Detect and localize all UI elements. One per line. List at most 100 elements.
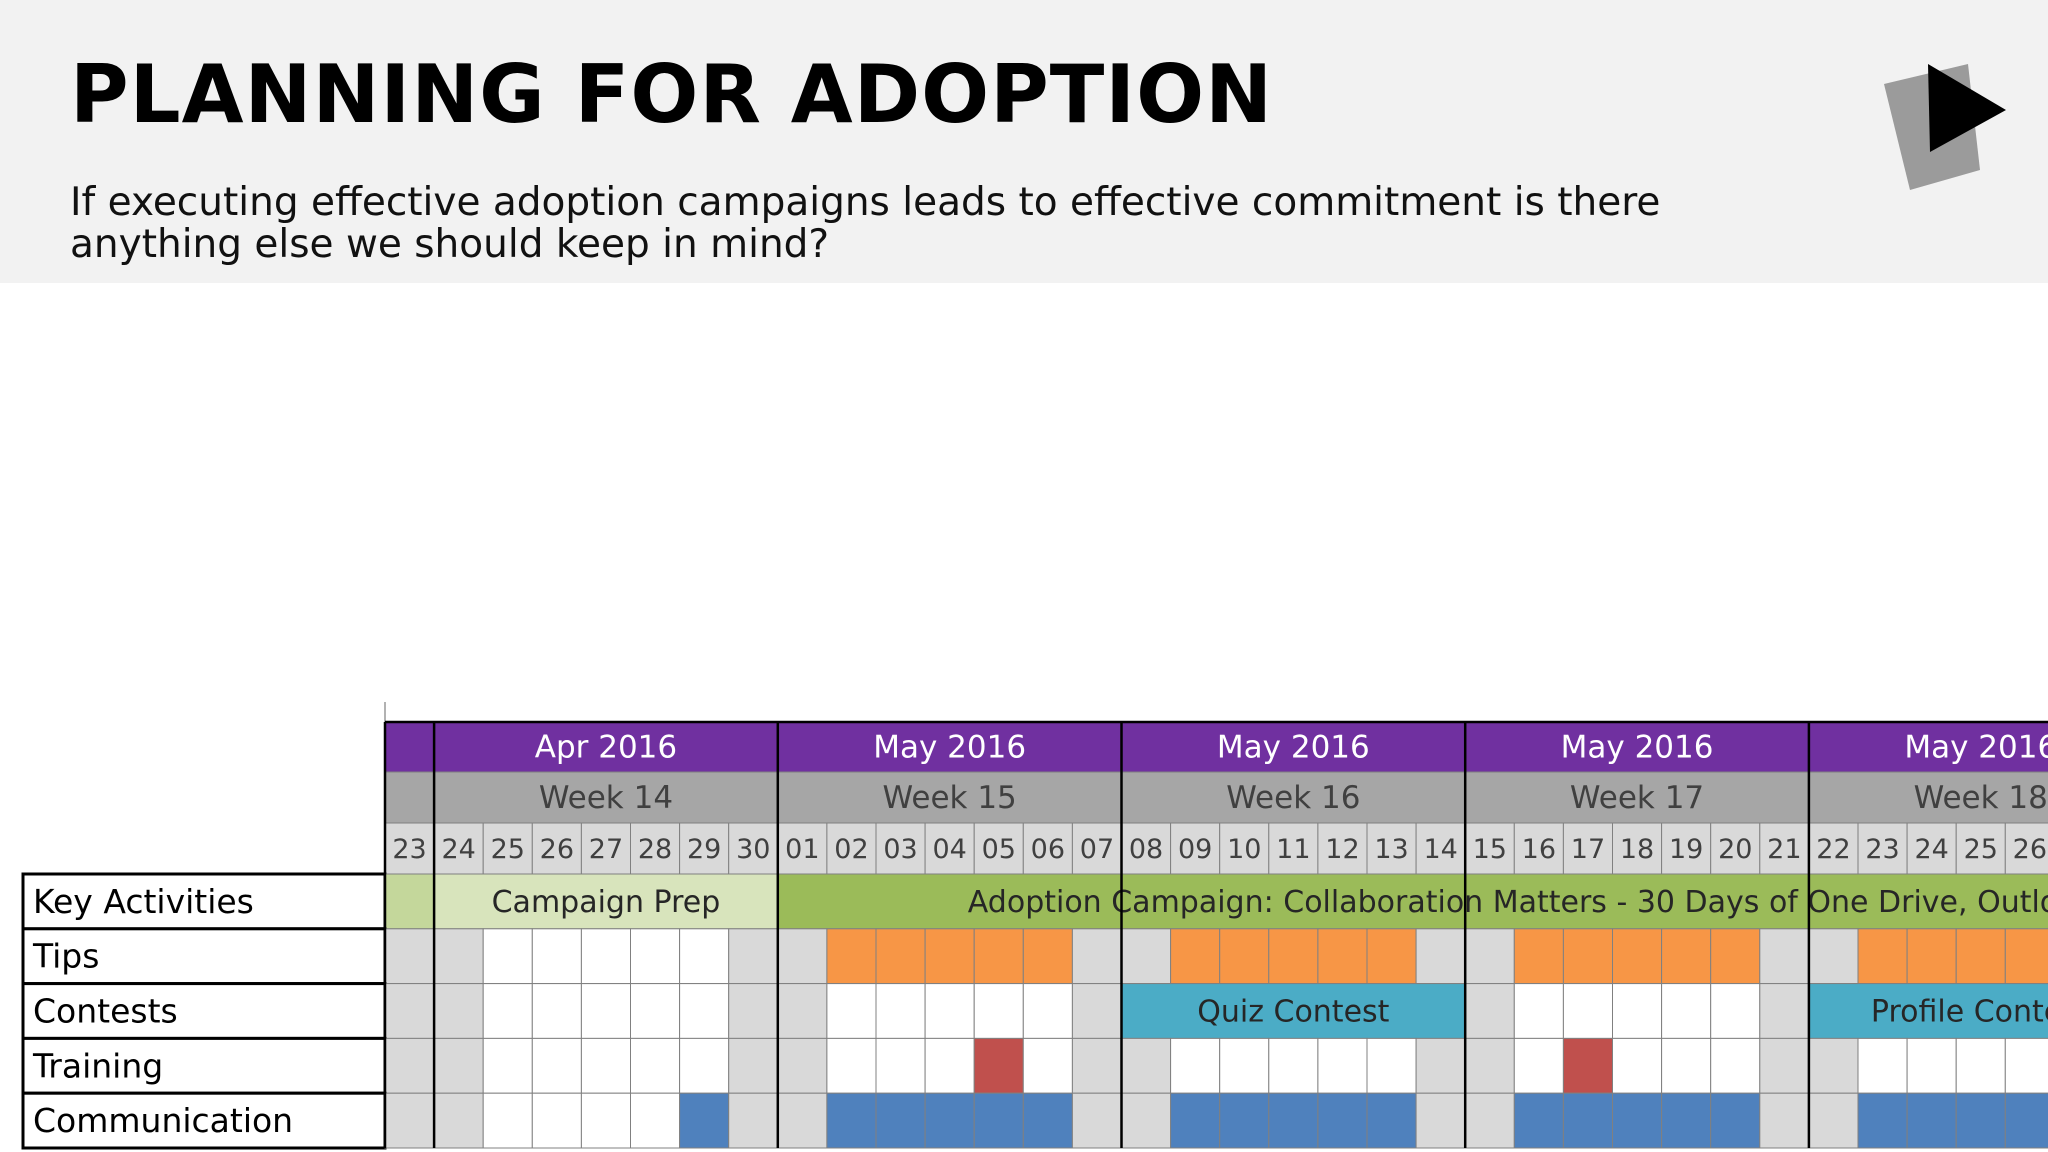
day-label: 29 [687, 834, 721, 865]
day-label: 04 [932, 834, 966, 865]
schedule-cell [728, 1037, 779, 1094]
day-label: 11 [1276, 834, 1310, 865]
schedule-cell [826, 928, 877, 985]
schedule-cell [1857, 1037, 1908, 1094]
schedule-cell [482, 1092, 533, 1149]
activity-label: Profile Contest [1871, 995, 2048, 1030]
schedule-cell [531, 1092, 582, 1149]
schedule-cell [1562, 1037, 1614, 1094]
day-cell [1857, 822, 1908, 875]
day-label: 02 [834, 834, 868, 865]
day-label: 18 [1620, 834, 1654, 865]
week-cell [777, 771, 1122, 824]
row-label: Training [32, 1046, 163, 1085]
schedule-cell [728, 983, 779, 1039]
schedule-cell [1071, 1092, 1123, 1149]
schedule-cell [1464, 1037, 1515, 1094]
row-label-cell [21, 1091, 387, 1150]
month-label: May 2016 [1217, 730, 1370, 766]
schedule-cell [1268, 1092, 1319, 1149]
schedule-cell [1268, 928, 1319, 985]
schedule-cell [826, 983, 877, 1039]
day-label: 25 [1964, 834, 1998, 865]
day-label: 06 [1031, 834, 1065, 865]
day-cell [1022, 822, 1073, 875]
day-label: 22 [1816, 834, 1850, 865]
schedule-cell [1661, 1037, 1712, 1094]
schedule-cell [630, 1092, 681, 1149]
schedule-cell [433, 1092, 484, 1149]
week-cell [1808, 771, 2048, 824]
schedule-cell [630, 983, 681, 1039]
schedule-cell [875, 983, 926, 1039]
day-label: 24 [1914, 834, 1948, 865]
row-label: Key Activities [33, 882, 254, 921]
schedule-cell [1612, 1037, 1663, 1094]
schedule-cell [1219, 928, 1270, 985]
day-cell [1464, 822, 1515, 875]
month-label: May 2016 [873, 730, 1026, 766]
schedule-cell [679, 928, 730, 985]
day-cell [1710, 822, 1761, 875]
schedule-cell [1612, 928, 1663, 985]
schedule-cell [1170, 928, 1221, 985]
day-label: 08 [1129, 834, 1163, 865]
schedule-cell [1808, 928, 1859, 985]
schedule-cell [1071, 1037, 1123, 1094]
schedule-cell [728, 1092, 779, 1149]
schedule-cell [1464, 1092, 1515, 1149]
schedule-cell [1219, 1037, 1270, 1094]
schedule-cell [1955, 928, 2006, 985]
day-label: 23 [392, 834, 426, 865]
schedule-cell [2004, 1092, 2048, 1149]
day-label: 09 [1178, 834, 1212, 865]
schedule-cell [679, 1037, 730, 1094]
schedule-cell [1955, 1037, 2006, 1094]
schedule-cell [1759, 983, 1810, 1039]
day-label: 25 [491, 834, 525, 865]
activity-label: Campaign Prep [492, 885, 721, 920]
activity-bar [777, 873, 2048, 930]
day-label: 10 [1227, 834, 1261, 865]
schedule-cell [1366, 928, 1417, 985]
activity-bar [1121, 983, 1466, 1039]
day-cell [384, 822, 435, 875]
day-cell [1955, 822, 2006, 875]
schedule-cell [580, 1092, 632, 1149]
activity-label: Adoption Campaign: Collaboration Matters… [968, 885, 2048, 920]
day-cell [1170, 822, 1221, 875]
schedule-cell [1513, 1092, 1564, 1149]
schedule-cell [630, 1037, 681, 1094]
day-cell [482, 822, 533, 875]
schedule-cell [679, 1092, 730, 1149]
schedule-cell [1121, 1037, 1172, 1094]
day-cell [1317, 822, 1368, 875]
day-label: 14 [1423, 834, 1457, 865]
activity-label: Quiz Contest [1197, 995, 1389, 1030]
schedule-cell [1562, 1092, 1614, 1149]
schedule-cell [482, 983, 533, 1039]
day-label: 27 [589, 834, 623, 865]
day-label: 15 [1473, 834, 1507, 865]
schedule-cell [1071, 983, 1123, 1039]
schedule-cell [826, 1037, 877, 1094]
day-label: 12 [1325, 834, 1359, 865]
schedule-cell [433, 928, 484, 985]
activity-cell [384, 873, 435, 930]
schedule-cell [924, 1037, 975, 1094]
day-label: 24 [441, 834, 475, 865]
schedule-cell [1661, 1092, 1712, 1149]
schedule-cell [531, 1037, 582, 1094]
day-label: 16 [1522, 834, 1556, 865]
schedule-cell [1022, 1037, 1073, 1094]
schedule-cell [580, 983, 632, 1039]
day-label: 05 [982, 834, 1016, 865]
schedule-cell [1022, 983, 1073, 1039]
month-label: May 2016 [1561, 730, 1714, 766]
schedule-cell [1808, 1037, 1859, 1094]
schedule-cell [1317, 1092, 1368, 1149]
schedule-cell [1415, 1092, 1466, 1149]
schedule-cell [1268, 1037, 1319, 1094]
